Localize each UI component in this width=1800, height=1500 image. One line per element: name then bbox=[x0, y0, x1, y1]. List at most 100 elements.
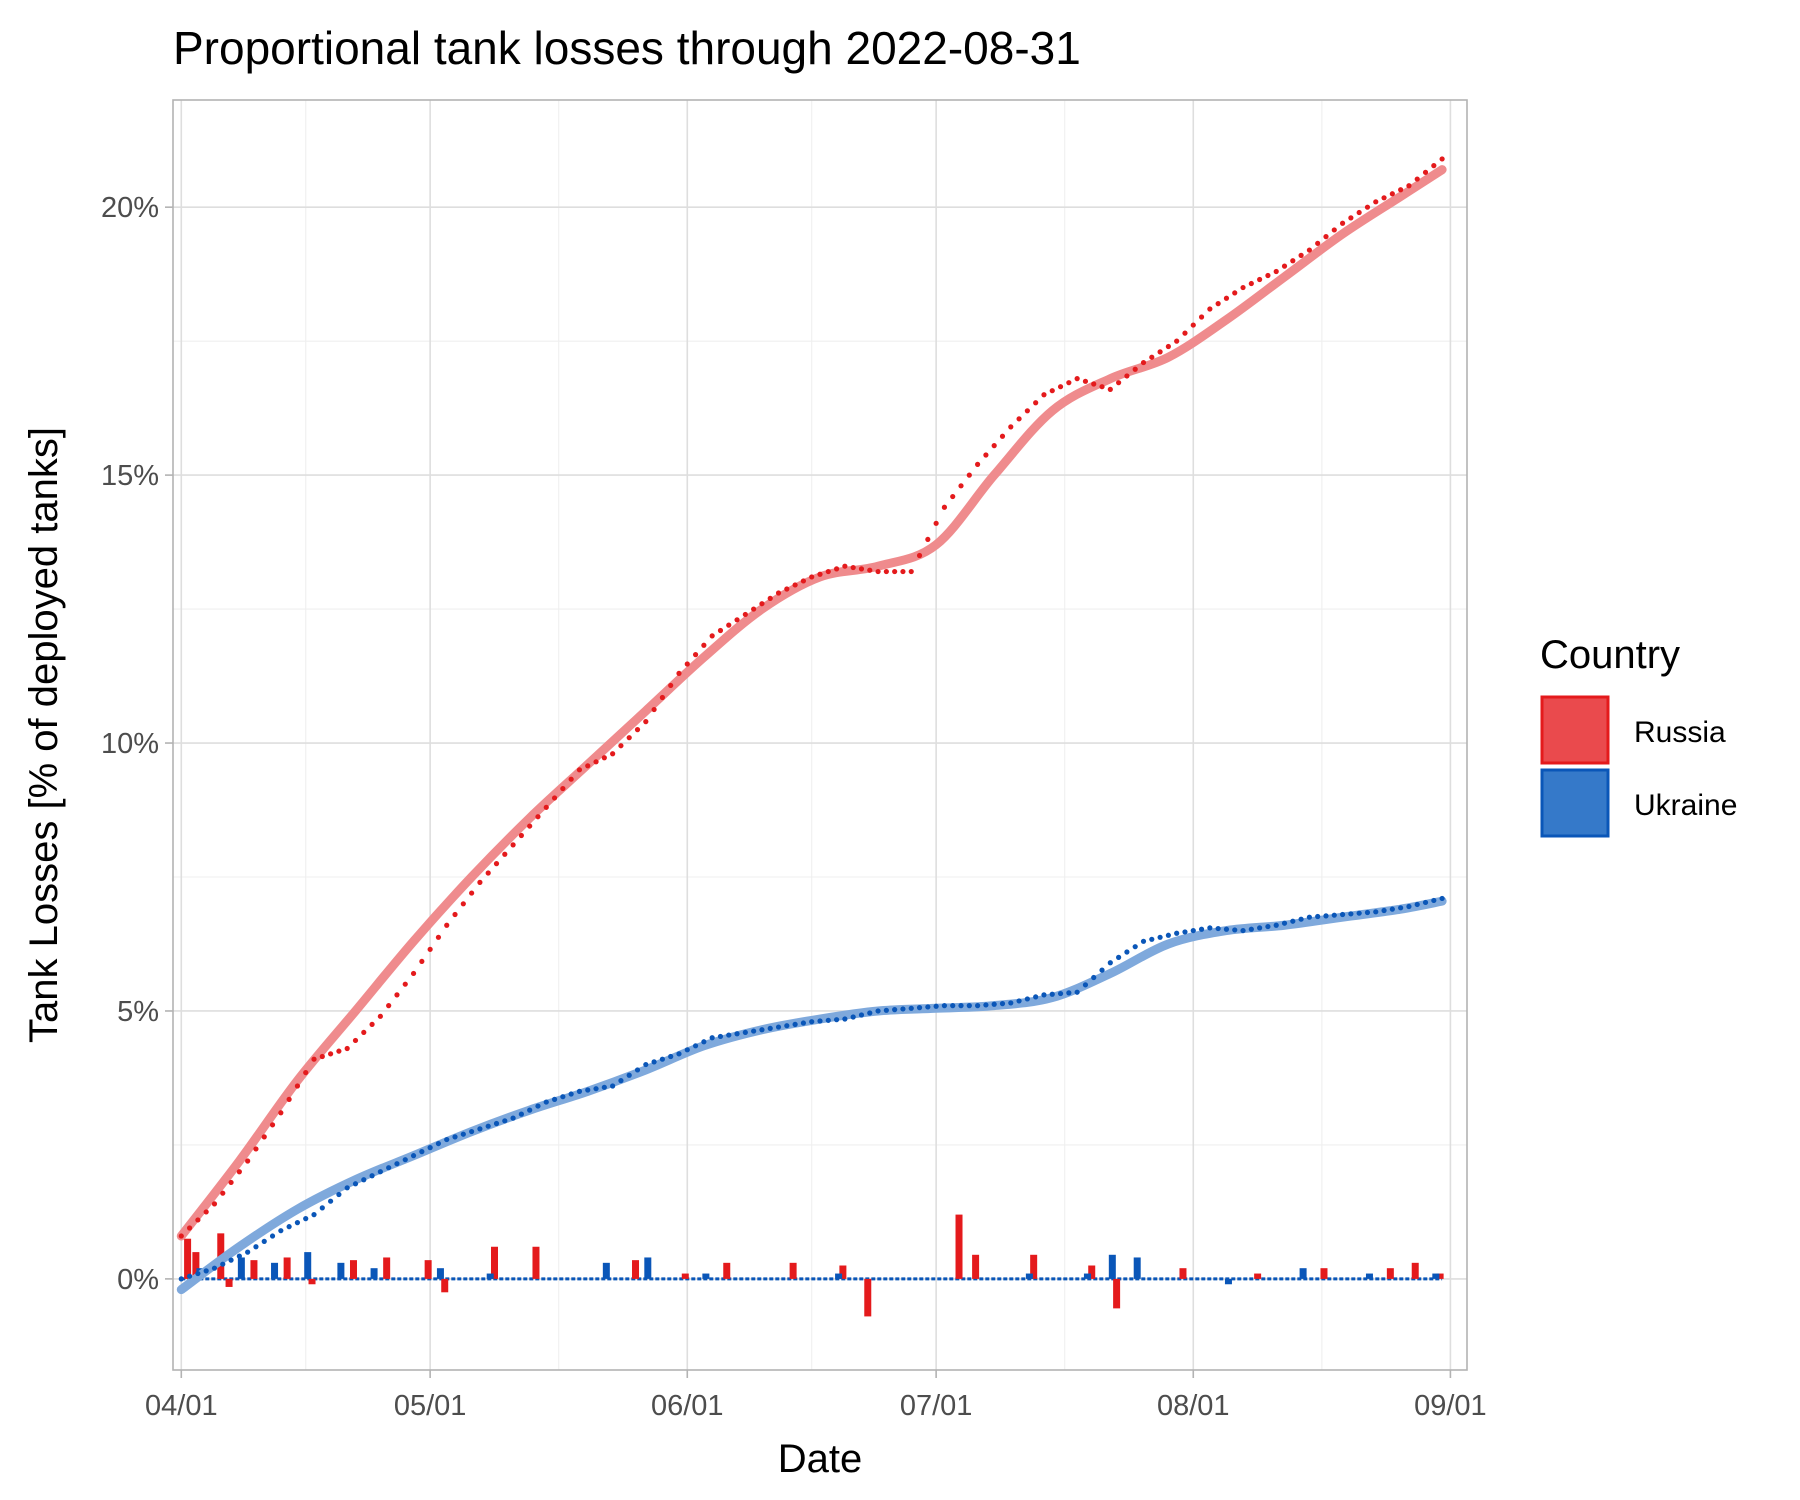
point-russia bbox=[493, 861, 500, 867]
daily-bar-russia bbox=[1386, 1268, 1394, 1279]
smooth-line-russia bbox=[176, 165, 1447, 1241]
point-russia bbox=[593, 759, 599, 765]
point-ukraine bbox=[1381, 907, 1387, 914]
point-ukraine bbox=[759, 1027, 765, 1033]
point-russia bbox=[410, 970, 417, 977]
point-russia bbox=[1041, 392, 1047, 398]
point-russia bbox=[1381, 195, 1387, 201]
point-russia bbox=[228, 1179, 234, 1186]
point-russia bbox=[543, 804, 549, 810]
point-ukraine bbox=[966, 1003, 972, 1009]
point-russia bbox=[726, 622, 732, 628]
point-ukraine bbox=[1290, 918, 1296, 924]
point-russia bbox=[784, 586, 790, 592]
point-russia bbox=[369, 1021, 375, 1027]
point-ukraine bbox=[386, 1165, 392, 1171]
point-ukraine bbox=[444, 1136, 450, 1143]
point-ukraine bbox=[402, 1157, 408, 1163]
point-russia bbox=[610, 751, 616, 757]
point-russia bbox=[568, 776, 574, 782]
point-ukraine bbox=[502, 1118, 508, 1124]
point-russia bbox=[850, 564, 856, 571]
daily-bar-russia bbox=[1113, 1278, 1121, 1309]
plot-panel-border bbox=[172, 99, 1468, 1371]
point-russia bbox=[1298, 252, 1304, 259]
daily-bar-russia bbox=[491, 1246, 498, 1279]
point-russia bbox=[394, 992, 400, 998]
point-ukraine bbox=[469, 1128, 475, 1135]
point-ukraine bbox=[1331, 912, 1337, 918]
point-ukraine bbox=[709, 1035, 715, 1041]
point-ukraine bbox=[618, 1078, 624, 1084]
point-ukraine bbox=[825, 1017, 831, 1023]
point-ukraine bbox=[999, 1001, 1006, 1007]
point-russia bbox=[435, 934, 442, 940]
y-tick-label: 5% bbox=[117, 996, 159, 1028]
daily-bar-russia bbox=[723, 1262, 731, 1279]
point-ukraine bbox=[1215, 925, 1221, 932]
point-ukraine bbox=[585, 1087, 591, 1093]
point-ukraine bbox=[361, 1177, 367, 1183]
point-ukraine bbox=[1157, 934, 1163, 940]
daily-bar-ukraine bbox=[1299, 1268, 1307, 1279]
point-russia bbox=[1024, 408, 1030, 414]
point-russia bbox=[1273, 268, 1279, 275]
point-russia bbox=[585, 763, 591, 769]
point-ukraine bbox=[991, 1001, 997, 1007]
point-russia bbox=[643, 719, 649, 725]
point-russia bbox=[684, 661, 690, 667]
point-russia bbox=[278, 1110, 284, 1116]
minor-gridlines bbox=[173, 100, 1467, 1370]
point-ukraine bbox=[975, 1003, 981, 1009]
point-russia bbox=[576, 767, 583, 773]
point-ukraine bbox=[1124, 949, 1130, 955]
y-axis-title: Tank Losses [% of deployed tanks] bbox=[22, 427, 66, 1043]
point-ukraine bbox=[916, 1005, 923, 1011]
point-russia bbox=[676, 670, 682, 676]
daily-bar-russia bbox=[864, 1278, 872, 1317]
point-russia bbox=[236, 1169, 242, 1175]
x-tick-label: 06/01 bbox=[651, 1390, 724, 1422]
daily-bar-ukraine bbox=[1083, 1273, 1091, 1279]
point-russia bbox=[1290, 258, 1296, 264]
x-tick-label: 04/01 bbox=[145, 1390, 218, 1422]
daily-bar-ukraine bbox=[436, 1268, 444, 1279]
point-russia bbox=[220, 1190, 226, 1196]
point-ukraine bbox=[319, 1205, 325, 1211]
point-ukraine bbox=[178, 1276, 184, 1282]
point-russia bbox=[253, 1146, 259, 1152]
point-ukraine bbox=[1198, 926, 1205, 932]
point-russia bbox=[344, 1045, 350, 1052]
point-ukraine bbox=[394, 1161, 400, 1167]
point-russia bbox=[1008, 424, 1014, 430]
daily-bar-ukraine bbox=[1133, 1257, 1141, 1279]
point-russia bbox=[867, 567, 873, 573]
point-ukraine bbox=[1057, 990, 1064, 997]
point-ukraine bbox=[610, 1083, 616, 1089]
point-ukraine bbox=[925, 1004, 931, 1010]
point-ukraine bbox=[294, 1220, 301, 1226]
point-russia bbox=[211, 1201, 218, 1207]
point-russia bbox=[875, 568, 881, 575]
point-russia bbox=[1398, 187, 1404, 193]
point-ukraine bbox=[419, 1149, 425, 1155]
point-russia bbox=[618, 743, 624, 749]
point-ukraine bbox=[742, 1029, 748, 1036]
point-russia bbox=[767, 595, 773, 601]
point-russia bbox=[1190, 322, 1196, 328]
point-russia bbox=[186, 1225, 193, 1231]
point-russia bbox=[825, 568, 831, 575]
point-russia bbox=[427, 946, 433, 952]
point-ukraine bbox=[634, 1067, 641, 1073]
point-ukraine bbox=[1439, 895, 1445, 902]
point-russia bbox=[1431, 163, 1437, 169]
daily-bar-russia bbox=[349, 1260, 357, 1279]
point-russia bbox=[709, 633, 715, 639]
legend-swatch-russia bbox=[1540, 695, 1610, 765]
point-ukraine bbox=[1257, 925, 1263, 931]
daily-bars bbox=[184, 1214, 1444, 1317]
point-ukraine bbox=[668, 1053, 674, 1060]
point-russia bbox=[1356, 209, 1362, 216]
point-russia bbox=[933, 520, 939, 526]
point-ukraine bbox=[477, 1126, 483, 1132]
